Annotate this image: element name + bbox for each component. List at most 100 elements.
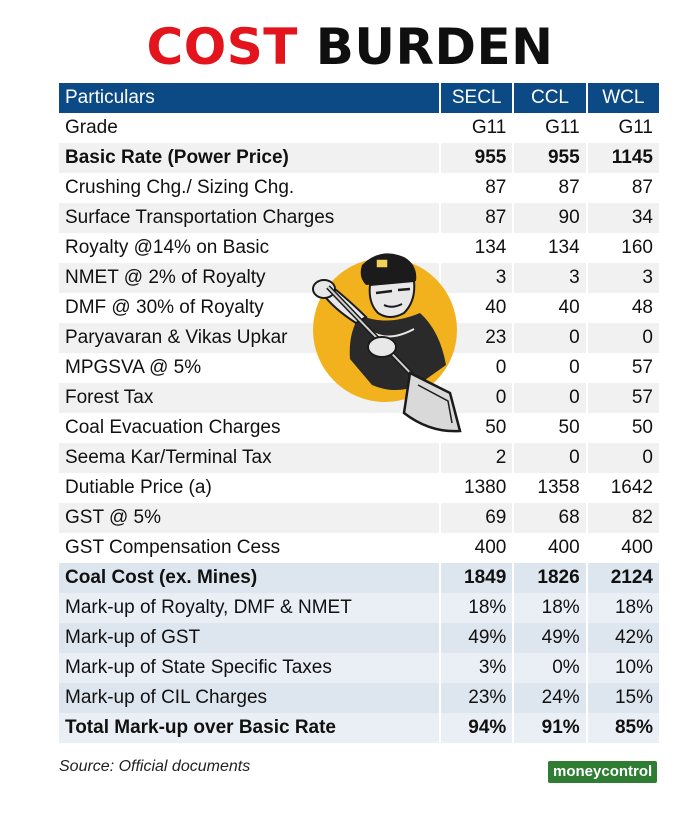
cell-wcl: 160 xyxy=(585,233,659,263)
cell-secl: 134 xyxy=(439,233,513,263)
cell-wcl: 82 xyxy=(585,503,659,533)
table-row: MPGSVA @ 5% 0 0 57 xyxy=(59,353,659,383)
table-row: Royalty @14% on Basic 134 134 160 xyxy=(59,233,659,263)
cell-ccl: 1358 xyxy=(512,473,586,503)
table-row: NMET @ 2% of Royalty 3 3 3 xyxy=(59,263,659,293)
cell-wcl: 87 xyxy=(585,173,659,203)
cell-ccl: 400 xyxy=(512,533,586,563)
cell-wcl: 3 xyxy=(585,263,659,293)
cell-secl: 3 xyxy=(439,263,513,293)
cell-wcl: 0 xyxy=(585,323,659,353)
page-title: COST BURDEN xyxy=(0,18,700,76)
table-row: Forest Tax 0 0 57 xyxy=(59,383,659,413)
cell-ccl: 0 xyxy=(512,443,586,473)
row-label: Coal Evacuation Charges xyxy=(59,413,439,443)
cell-wcl: 48 xyxy=(585,293,659,323)
cell-secl: 23% xyxy=(439,683,513,713)
table-row: Surface Transportation Charges 87 90 34 xyxy=(59,203,659,233)
table-row: GST @ 5% 69 68 82 xyxy=(59,503,659,533)
source-note: Source: Official documents xyxy=(59,758,251,775)
row-label: Mark-up of Royalty, DMF & NMET xyxy=(59,593,439,623)
cell-wcl: 50 xyxy=(585,413,659,443)
cell-ccl: 68 xyxy=(512,503,586,533)
cell-ccl: G11 xyxy=(512,113,586,143)
table-row: Mark-up of GST 49% 49% 42% xyxy=(59,623,659,653)
cell-wcl: 34 xyxy=(585,203,659,233)
cell-ccl: 50 xyxy=(512,413,586,443)
row-label: Mark-up of State Specific Taxes xyxy=(59,653,439,683)
cell-wcl: 15% xyxy=(585,683,659,713)
moneycontrol-logo: moneycontrol xyxy=(548,761,658,783)
row-label: Forest Tax xyxy=(59,383,439,413)
cell-ccl: 3 xyxy=(512,263,586,293)
cell-ccl: 0 xyxy=(512,323,586,353)
row-label: DMF @ 30% of Royalty xyxy=(59,293,439,323)
cell-ccl: 0% xyxy=(512,653,586,683)
cell-secl: 1380 xyxy=(439,473,513,503)
cell-secl: 2 xyxy=(439,443,513,473)
table-header-row: Particulars SECL CCL WCL xyxy=(59,83,659,113)
cell-wcl: 57 xyxy=(585,353,659,383)
cell-secl: 69 xyxy=(439,503,513,533)
table-row: Mark-up of CIL Charges 23% 24% 15% xyxy=(59,683,659,713)
cell-secl: 23 xyxy=(439,323,513,353)
table-row: Dutiable Price (a) 1380 1358 1642 xyxy=(59,473,659,503)
cell-ccl: 87 xyxy=(512,173,586,203)
table-row: Paryavaran & Vikas Upkar 23 0 0 xyxy=(59,323,659,353)
cell-secl: 18% xyxy=(439,593,513,623)
row-label: GST Compensation Cess xyxy=(59,533,439,563)
row-label: Royalty @14% on Basic xyxy=(59,233,439,263)
table-row: Mark-up of Royalty, DMF & NMET 18% 18% 18% xyxy=(59,593,659,623)
table-row: Seema Kar/Terminal Tax 2 0 0 xyxy=(59,443,659,473)
cell-wcl: 1642 xyxy=(585,473,659,503)
cell-secl: 1849 xyxy=(439,563,513,593)
cell-secl: 40 xyxy=(439,293,513,323)
table-row: Total Mark-up over Basic Rate 94% 91% 85% xyxy=(59,713,659,743)
cell-secl: 94% xyxy=(439,713,513,743)
table-row: DMF @ 30% of Royalty 40 40 48 xyxy=(59,293,659,323)
row-label: Dutiable Price (a) xyxy=(59,473,439,503)
row-label: Coal Cost (ex. Mines) xyxy=(59,563,439,593)
cell-ccl: 955 xyxy=(512,143,586,173)
cell-ccl: 49% xyxy=(512,623,586,653)
cell-ccl: 40 xyxy=(512,293,586,323)
row-label: Surface Transportation Charges xyxy=(59,203,439,233)
cell-secl: 400 xyxy=(439,533,513,563)
cell-ccl: 0 xyxy=(512,353,586,383)
table-row: Grade G11 G11 G11 xyxy=(59,113,659,143)
row-label: Basic Rate (Power Price) xyxy=(59,143,439,173)
cell-wcl: 42% xyxy=(585,623,659,653)
row-label: Mark-up of GST xyxy=(59,623,439,653)
cell-wcl: 1145 xyxy=(585,143,659,173)
table-row: Mark-up of State Specific Taxes 3% 0% 10% xyxy=(59,653,659,683)
title-burden: BURDEN xyxy=(315,18,554,76)
cost-table: Particulars SECL CCL WCL Grade G11 G11 G11 B… xyxy=(59,83,659,743)
cell-wcl: 2124 xyxy=(585,563,659,593)
table-row: GST Compensation Cess 400 400 400 xyxy=(59,533,659,563)
cell-secl: 49% xyxy=(439,623,513,653)
table-row: Coal Cost (ex. Mines) 1849 1826 2124 xyxy=(59,563,659,593)
cell-secl: 0 xyxy=(439,353,513,383)
cell-wcl: 0 xyxy=(585,443,659,473)
cell-wcl: 400 xyxy=(585,533,659,563)
header-secl: SECL xyxy=(439,83,513,113)
header-ccl: CCL xyxy=(512,83,586,113)
table-row: Crushing Chg./ Sizing Chg. 87 87 87 xyxy=(59,173,659,203)
cell-wcl: 57 xyxy=(585,383,659,413)
title-cost: COST xyxy=(146,18,298,76)
header-wcl: WCL xyxy=(585,83,659,113)
row-label: Total Mark-up over Basic Rate xyxy=(59,713,439,743)
cell-wcl: 85% xyxy=(585,713,659,743)
row-label: Mark-up of CIL Charges xyxy=(59,683,439,713)
row-label: Seema Kar/Terminal Tax xyxy=(59,443,439,473)
cell-secl: 3% xyxy=(439,653,513,683)
cell-secl: G11 xyxy=(439,113,513,143)
cell-ccl: 91% xyxy=(512,713,586,743)
cell-ccl: 0 xyxy=(512,383,586,413)
row-label: MPGSVA @ 5% xyxy=(59,353,439,383)
cell-wcl: G11 xyxy=(585,113,659,143)
cell-ccl: 134 xyxy=(512,233,586,263)
cell-ccl: 24% xyxy=(512,683,586,713)
table-row: Coal Evacuation Charges 50 50 50 xyxy=(59,413,659,443)
row-label: Crushing Chg./ Sizing Chg. xyxy=(59,173,439,203)
